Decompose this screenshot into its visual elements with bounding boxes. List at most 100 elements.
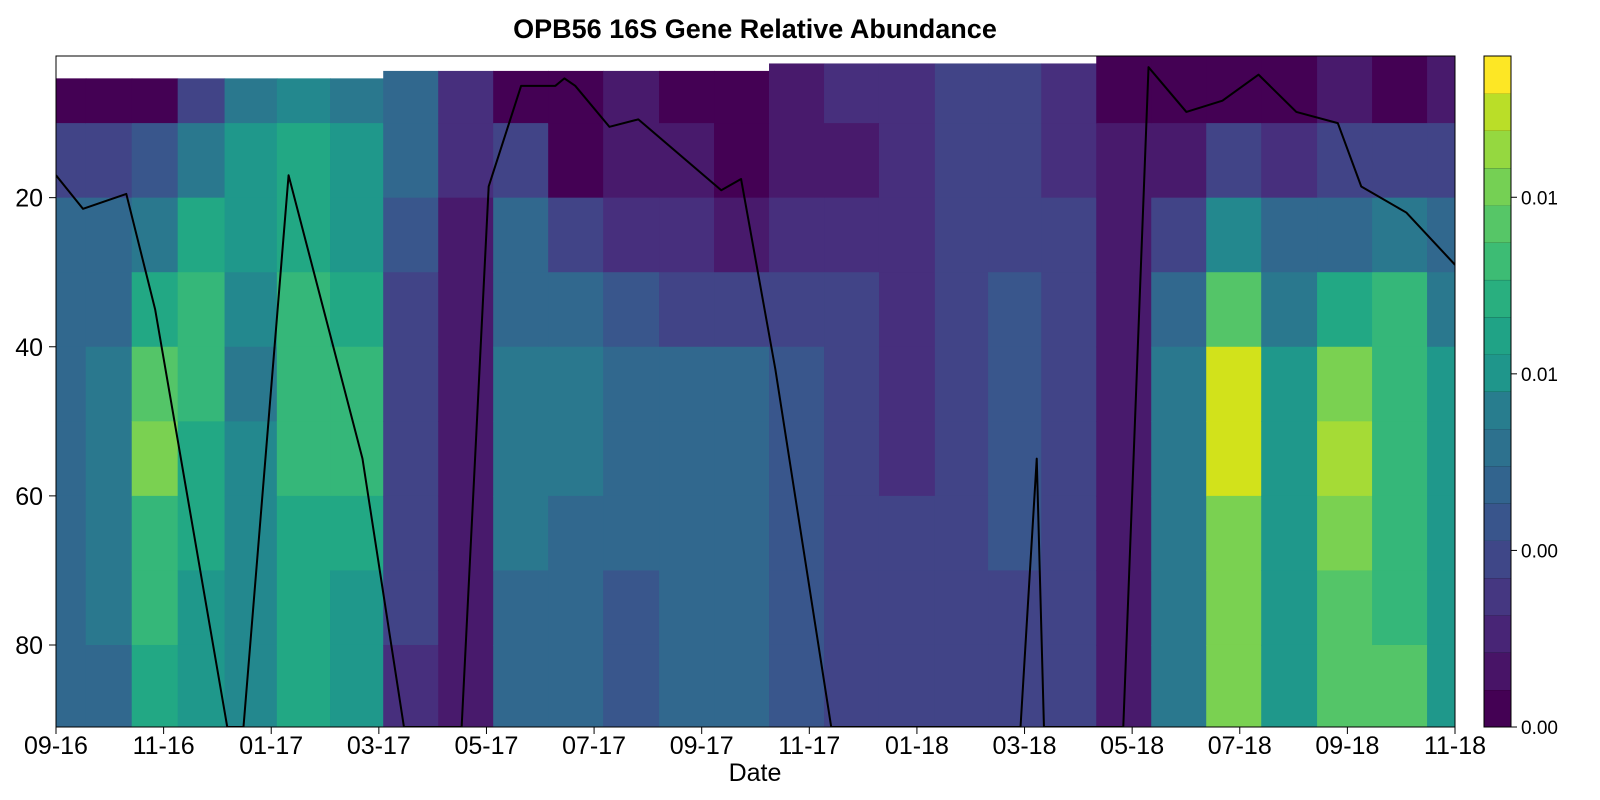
heatmap-cell	[824, 421, 880, 497]
heatmap-cell	[659, 495, 715, 572]
colorbar-tick-label: 0.00	[1521, 718, 1558, 739]
heatmap-cell	[1206, 56, 1262, 124]
heatmap-cell	[1427, 570, 1455, 646]
heatmap-cell	[1041, 570, 1097, 646]
heatmap-cell	[276, 78, 331, 124]
heatmap-cell	[1372, 197, 1428, 273]
heatmap-cell	[1206, 570, 1262, 646]
x-tick-label: 01-18	[885, 732, 949, 760]
colorbar-band	[1484, 428, 1511, 467]
heatmap-cell	[438, 70, 494, 124]
heatmap-cell	[1372, 346, 1428, 422]
y-axis: 20 40 60 80	[15, 185, 56, 660]
heatmap-cell	[988, 63, 1042, 124]
colorbar-band	[1484, 205, 1511, 243]
colorbar-tick-label: 0.01	[1521, 188, 1558, 209]
heatmap-cell	[85, 78, 133, 124]
heatmap-cell	[1372, 56, 1428, 124]
heatmap-cell	[131, 197, 179, 273]
heatmap-cell	[934, 644, 989, 727]
heatmap-cell	[330, 421, 384, 497]
heatmap-cell	[659, 70, 715, 124]
colorbar: 0.00 0.00 0.01 0.01	[1483, 55, 1558, 739]
heatmap-cell	[438, 346, 494, 422]
heatmap-cell	[1206, 272, 1262, 348]
heatmap-cell	[438, 123, 494, 199]
overlay-line	[56, 66, 1455, 727]
heatmap-cell	[603, 570, 660, 646]
heatmap-cell	[276, 644, 331, 727]
colorbar-band	[1484, 577, 1511, 616]
heatmap-cell	[56, 346, 87, 422]
heatmap-cell	[934, 123, 989, 199]
heatmap-cell	[1261, 197, 1318, 273]
heatmap-cell	[1427, 272, 1455, 348]
heatmap-cell	[56, 644, 87, 727]
colorbar-band	[1484, 689, 1511, 728]
heatmap-cell	[276, 570, 331, 646]
heatmap-cell	[1317, 495, 1373, 572]
heatmap-cells	[56, 56, 1455, 727]
heatmap-cell	[824, 644, 880, 727]
heatmap-cell	[1261, 644, 1318, 727]
heatmap-cell	[934, 421, 989, 497]
chart-title: OPB56 16S Gene Relative Abundance	[513, 14, 997, 44]
heatmap-cell	[438, 272, 494, 348]
heatmap-cell	[330, 78, 384, 124]
heatmap-cell	[1041, 63, 1097, 124]
heatmap-cell	[56, 272, 87, 348]
heatmap-cell	[1317, 197, 1373, 273]
heatmap-cell	[131, 123, 179, 199]
heatmap-cell	[603, 495, 660, 572]
heatmap-cell	[1151, 272, 1207, 348]
heatmap-cell	[493, 644, 549, 727]
colorbar-band	[1484, 652, 1511, 691]
heatmap-cell	[493, 70, 549, 124]
heatmap-cell	[769, 123, 825, 199]
heatmap-cell	[878, 63, 936, 124]
heatmap-cell	[1372, 272, 1428, 348]
heatmap-cell	[224, 421, 278, 497]
x-tick-label: 03-18	[993, 732, 1057, 760]
heatmap-cell	[1317, 123, 1373, 199]
heatmap-cell	[1261, 123, 1318, 199]
x-tick-label: 09-17	[670, 732, 734, 760]
heatmap-cell	[177, 495, 226, 572]
heatmap-cell	[1261, 272, 1318, 348]
heatmap-cell	[714, 197, 770, 273]
heatmap-cell	[1151, 495, 1207, 572]
heatmap-cell	[1427, 495, 1455, 572]
heatmap-cell	[1041, 197, 1097, 273]
heatmap-cell	[878, 495, 936, 572]
heatmap-cell	[714, 421, 770, 497]
heatmap-cell	[56, 197, 87, 273]
heatmap-cell	[1096, 346, 1152, 422]
heatmap-cell	[1317, 421, 1373, 497]
heatmap-cell	[224, 78, 278, 124]
heatmap-cell	[85, 570, 133, 646]
heatmap-cell	[1427, 644, 1455, 727]
heatmap-cell	[878, 570, 936, 646]
heatmap-cell	[934, 346, 989, 422]
heatmap-cell	[988, 123, 1042, 199]
heatmap-cell	[1041, 123, 1097, 199]
heatmap-cell	[878, 272, 936, 348]
heatmap-cell	[1261, 346, 1318, 422]
heatmap-cell	[493, 197, 549, 273]
heatmap-cell	[548, 272, 604, 348]
heatmap-cell	[276, 495, 331, 572]
heatmap-cell	[224, 197, 278, 273]
heatmap-cell	[1317, 570, 1373, 646]
heatmap-cell	[276, 123, 331, 199]
heatmap-cell	[177, 123, 226, 199]
x-axis: 09-16 11-16 01-17 03-17 05-17 07-17 09-17 11-17…	[24, 727, 1486, 760]
heatmap-cell	[1041, 421, 1097, 497]
colorbar-band	[1484, 56, 1511, 94]
heatmap-cell	[85, 123, 133, 199]
colorbar-band	[1484, 167, 1511, 206]
heatmap-cell	[1261, 56, 1318, 124]
x-tick-label: 11-18	[1424, 732, 1486, 760]
heatmap-cell	[1206, 123, 1262, 199]
heatmap-cell	[659, 570, 715, 646]
